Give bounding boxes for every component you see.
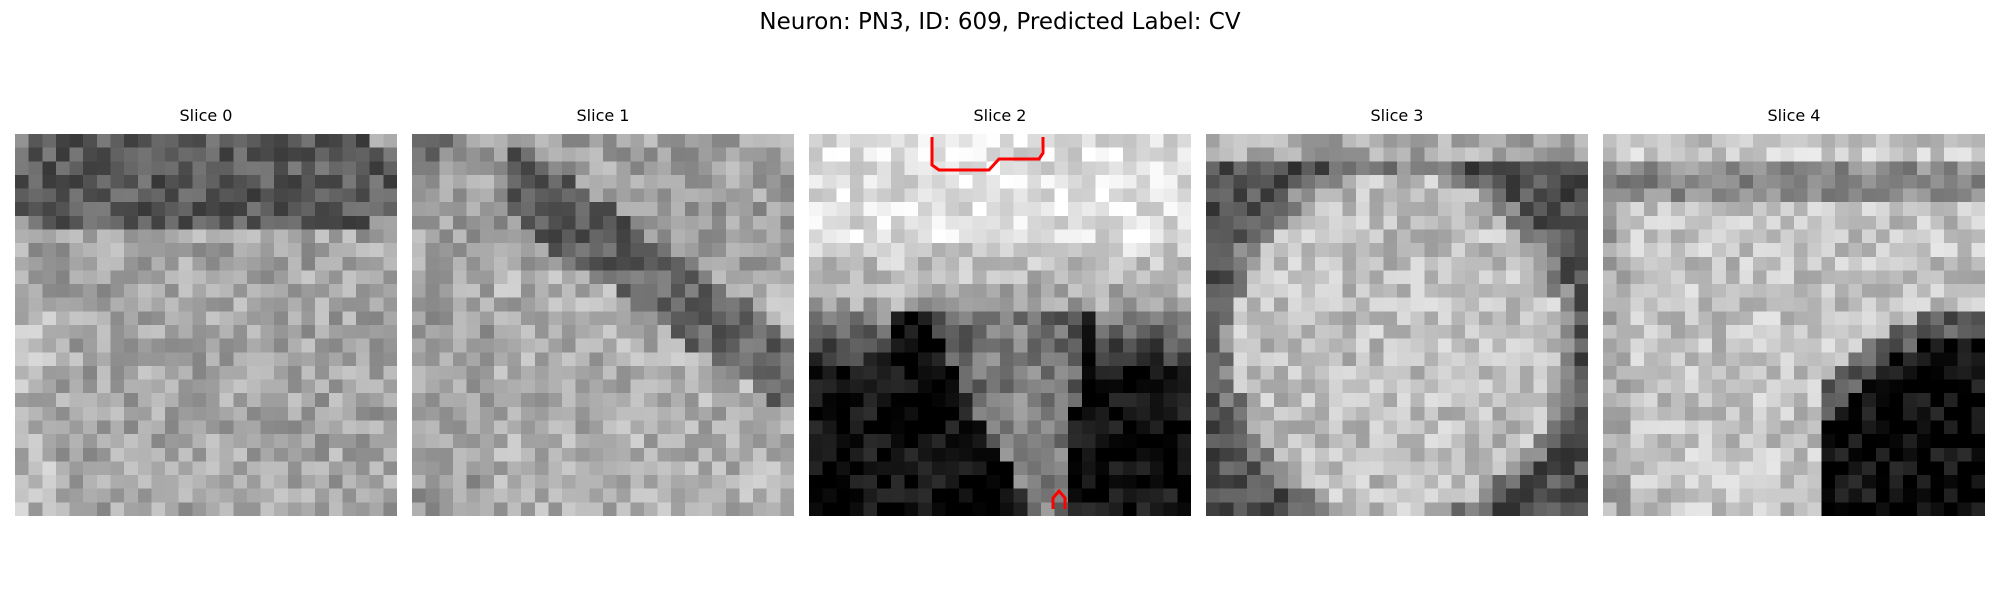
slice-title: Slice 4 <box>1767 106 1821 125</box>
slice-title: Slice 2 <box>973 106 1027 125</box>
slice-title: Slice 3 <box>1370 106 1424 125</box>
slice-title: Slice 1 <box>576 106 630 125</box>
slice-title: Slice 0 <box>179 106 233 125</box>
figure-title: Neuron: PN3, ID: 609, Predicted Label: C… <box>759 9 1241 35</box>
slice-image <box>809 134 1191 516</box>
slice-image <box>15 134 397 516</box>
slice-image <box>1603 134 1985 516</box>
slice-image <box>412 134 794 516</box>
slice-image <box>1206 134 1588 516</box>
